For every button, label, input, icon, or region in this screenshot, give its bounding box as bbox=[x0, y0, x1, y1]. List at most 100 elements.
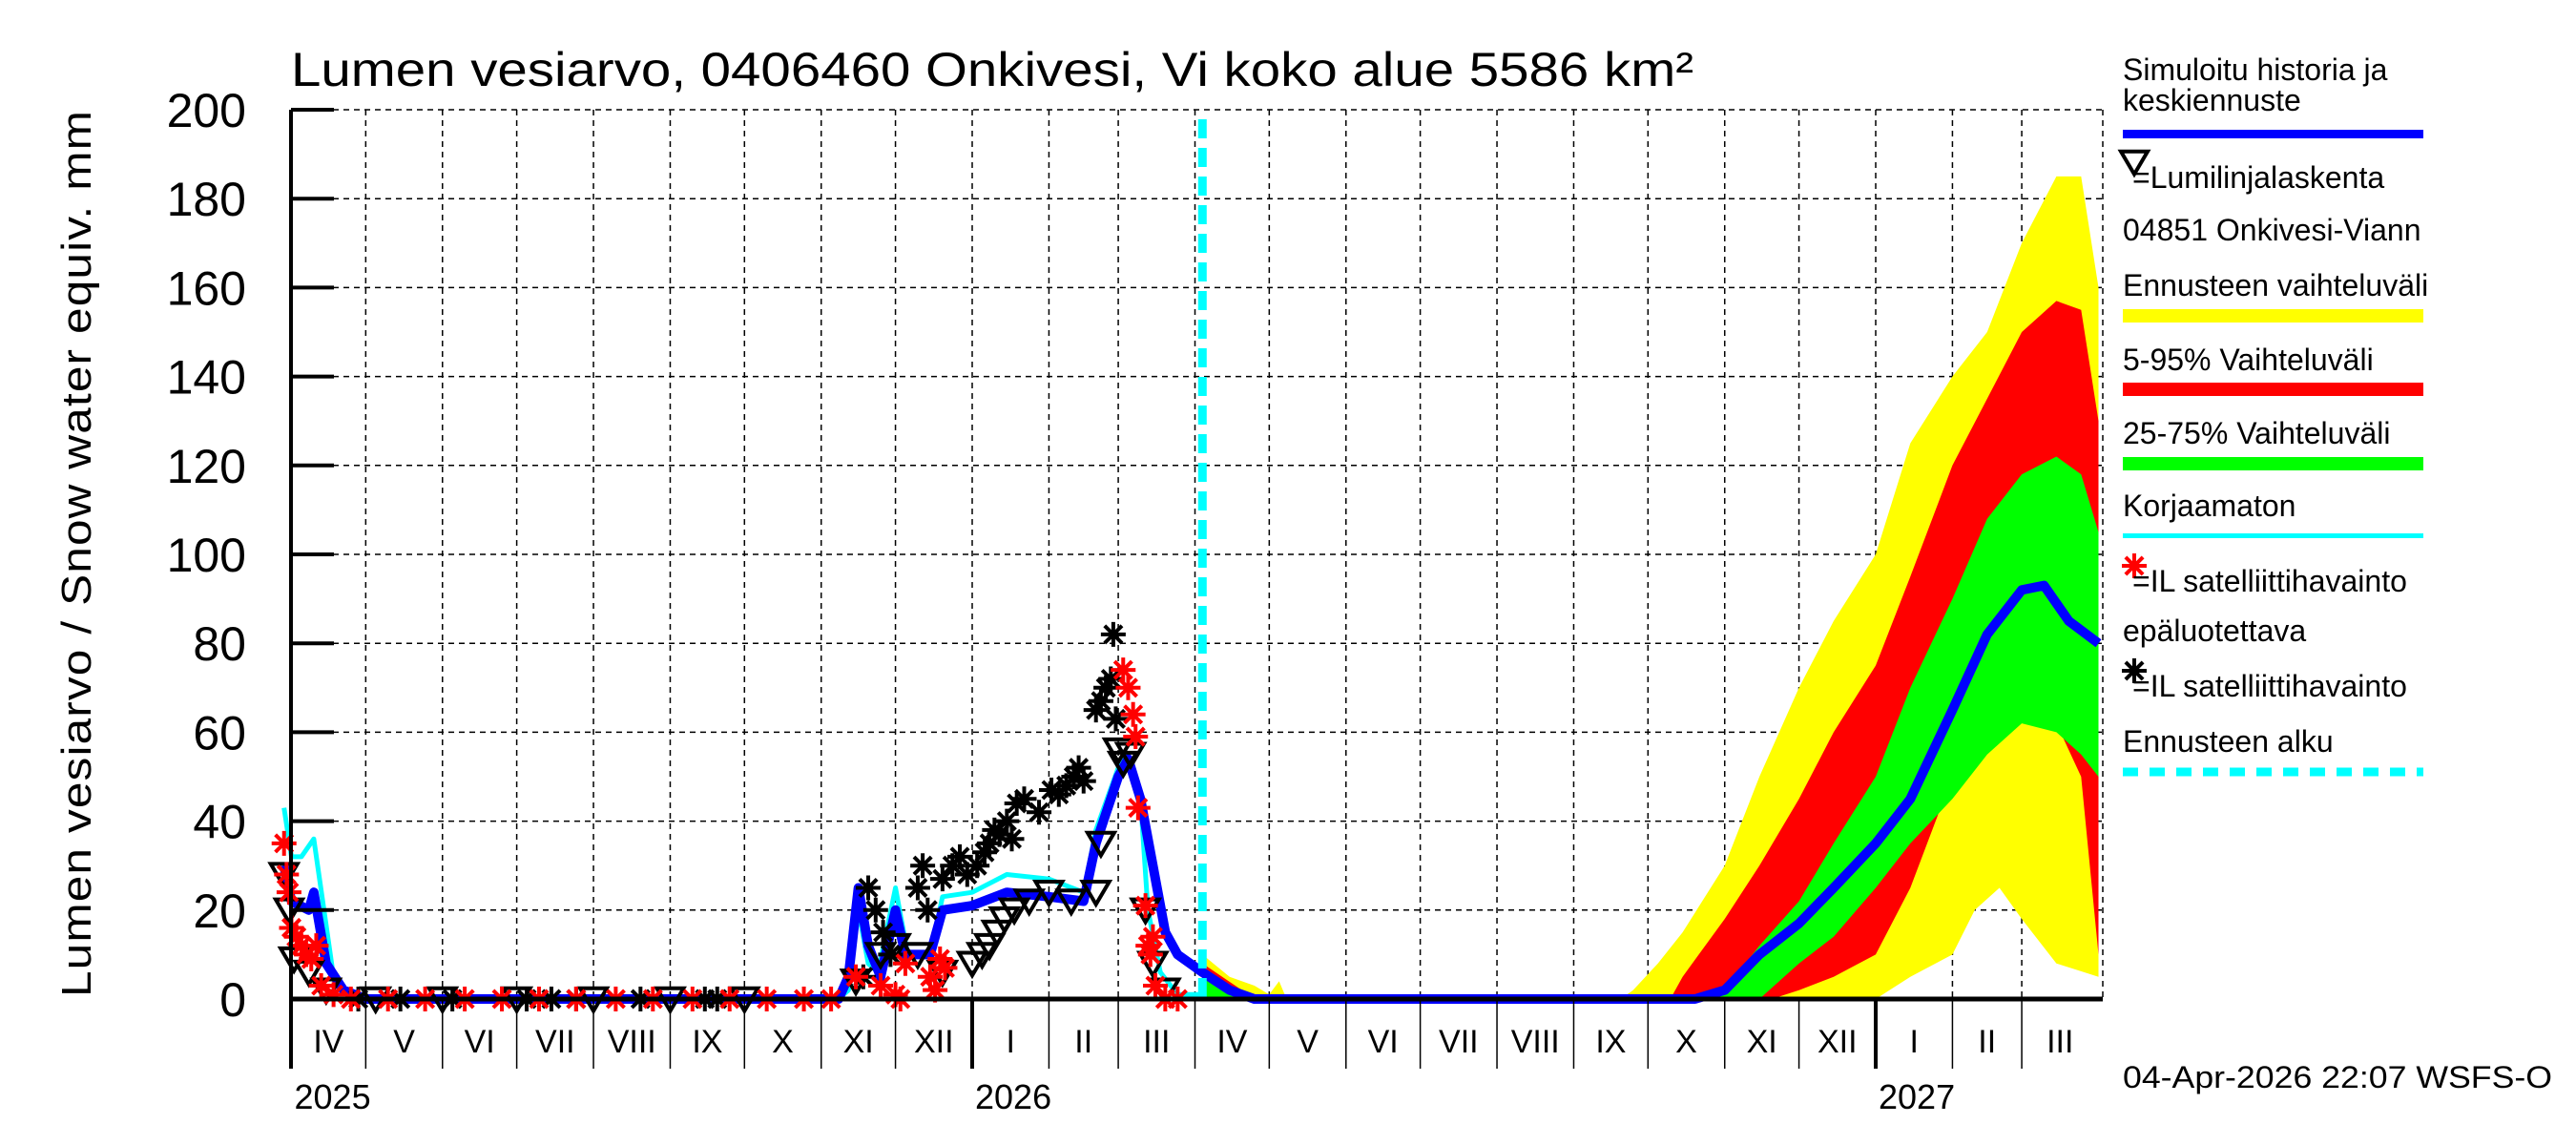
month-label: II bbox=[1074, 1024, 1092, 1060]
chart-title: Lumen vesiarvo, 0406460 Onkivesi, Vi kok… bbox=[291, 43, 1693, 96]
satellite-unreliable-marker bbox=[1137, 942, 1163, 968]
legend-label-satellite: =IL satelliittihavainto bbox=[2132, 669, 2407, 703]
satellite-unreliable-marker bbox=[1120, 701, 1146, 727]
month-label: II bbox=[1978, 1024, 1996, 1060]
forecast-bands bbox=[1202, 176, 2099, 999]
satellite-unreliable-marker bbox=[1111, 657, 1136, 683]
month-label: VIII bbox=[1511, 1024, 1560, 1060]
month-label: VI bbox=[465, 1024, 495, 1060]
satellite-unreliable-marker bbox=[843, 964, 869, 989]
satellite-unreliable-marker bbox=[932, 955, 958, 981]
satellite-unreliable-marker bbox=[303, 933, 329, 959]
month-label: XII bbox=[914, 1024, 954, 1060]
satellite-marker bbox=[1061, 764, 1087, 789]
y-tick-label: 20 bbox=[193, 885, 246, 938]
satellite-marker bbox=[1083, 697, 1109, 723]
legend-label-p5-95: 5-95% Vaihteluväli bbox=[2123, 343, 2374, 377]
snowline-marker bbox=[1012, 888, 1047, 918]
month-label: I bbox=[1006, 1024, 1014, 1060]
satellite-unreliable-marker bbox=[288, 933, 314, 959]
legend-label-uncorrected: Korjaamaton bbox=[2123, 489, 2296, 523]
month-label: X bbox=[1675, 1024, 1697, 1060]
band-p25_75 bbox=[1202, 456, 2099, 999]
satellite-unreliable-marker bbox=[1115, 675, 1141, 700]
satellite-unreliable-marker bbox=[271, 830, 297, 856]
month-label: III bbox=[2046, 1024, 2073, 1060]
y-axis-label: Lumen vesiarvo / Snow water equiv. mm bbox=[53, 110, 100, 997]
satellite-unreliable-marker bbox=[1132, 893, 1158, 919]
legend-satellite-icon bbox=[2122, 658, 2147, 683]
satellite-marker bbox=[878, 942, 904, 968]
satellite-unreliable-marker bbox=[299, 947, 324, 972]
satellite-unreliable-marker bbox=[276, 880, 301, 906]
snowline-marker bbox=[1084, 830, 1118, 860]
satellite-unreliable-marker bbox=[308, 973, 334, 999]
month-label: I bbox=[1909, 1024, 1918, 1060]
satellite-marker bbox=[994, 808, 1020, 834]
y-tick-label: 200 bbox=[167, 84, 246, 137]
satellite-marker bbox=[977, 830, 1003, 856]
legend-label-minmax: Ennusteen vaihteluväli bbox=[2123, 268, 2428, 302]
legend-swatch-uncorrected bbox=[2123, 533, 2423, 538]
satellite-unreliable-marker bbox=[1125, 795, 1151, 821]
month-label: XI bbox=[843, 1024, 874, 1060]
satellite-unreliable-marker bbox=[1140, 924, 1166, 949]
satellite-marker bbox=[915, 897, 941, 923]
y-tick-label: 40 bbox=[193, 796, 246, 849]
satellite-marker bbox=[1103, 706, 1129, 732]
satellite-marker bbox=[1004, 790, 1029, 816]
satellite-unreliable-marker bbox=[917, 964, 943, 989]
y-tick-label: 160 bbox=[167, 261, 246, 315]
satellite-marker bbox=[947, 843, 973, 869]
satellite-marker bbox=[910, 853, 936, 879]
satellite-marker bbox=[954, 862, 980, 887]
legend-satellite-unreliable-icon bbox=[2122, 553, 2147, 578]
month-label: VIII bbox=[608, 1024, 656, 1060]
satellite-unreliable-marker bbox=[892, 950, 918, 976]
satellite-marker bbox=[1027, 800, 1052, 825]
legend-label-forecast-start: Ennusteen alku bbox=[2123, 724, 2334, 759]
satellite-marker bbox=[1070, 768, 1096, 794]
snowline-marker bbox=[1054, 888, 1089, 918]
month-label: VII bbox=[535, 1024, 575, 1060]
grid bbox=[291, 109, 2104, 999]
satellite-marker bbox=[965, 853, 990, 879]
satellite-marker bbox=[1100, 621, 1126, 647]
satellite-marker bbox=[862, 897, 888, 923]
legend-label-satellite-unreliable: =IL satelliittihavainto bbox=[2132, 564, 2407, 598]
month-label: IV bbox=[313, 1024, 343, 1060]
timestamp: 04-Apr-2026 22:07 WSFS-O bbox=[2123, 1060, 2552, 1094]
satellite-unreliable-marker bbox=[274, 862, 300, 887]
satellite-unreliable-marker bbox=[868, 973, 894, 999]
satellite-unreliable-marker bbox=[283, 924, 309, 949]
legend-label-simulated: Simuloitu historia ja bbox=[2123, 52, 2388, 87]
month-label: IX bbox=[692, 1024, 722, 1060]
legend-swatch-minmax bbox=[2123, 309, 2423, 323]
satellite-marker bbox=[870, 920, 896, 946]
month-label: XI bbox=[1747, 1024, 1777, 1060]
month-label: III bbox=[1143, 1024, 1170, 1060]
month-label: IV bbox=[1216, 1024, 1247, 1060]
satellite-marker bbox=[856, 875, 882, 901]
satellite-marker bbox=[929, 866, 955, 892]
y-tick-label: 180 bbox=[167, 173, 246, 226]
year-label: 2027 bbox=[1879, 1077, 1955, 1116]
satellite-marker bbox=[1011, 786, 1037, 812]
snowline-marker bbox=[997, 897, 1031, 926]
month-label: XII bbox=[1818, 1024, 1858, 1060]
y-tick-label: 60 bbox=[193, 706, 246, 760]
snowline-marker bbox=[1031, 879, 1066, 908]
satellite-unreliable-marker bbox=[1123, 724, 1149, 750]
month-label: VII bbox=[1439, 1024, 1479, 1060]
satellite-marker bbox=[999, 826, 1025, 852]
legend-swatch-p25-75 bbox=[2123, 457, 2423, 470]
satellite-unreliable-marker bbox=[923, 977, 948, 1003]
satellite-marker bbox=[1066, 755, 1091, 781]
satellite-unreliable-marker bbox=[1142, 973, 1168, 999]
satellite-unreliable-marker bbox=[927, 947, 953, 972]
y-tick-label: 120 bbox=[167, 440, 246, 493]
legend-label-simulated-2: keskiennuste bbox=[2123, 83, 2301, 117]
satellite-marker bbox=[1093, 675, 1119, 700]
legend-label-p25-75: 25-75% Vaihteluväli bbox=[2123, 416, 2390, 450]
